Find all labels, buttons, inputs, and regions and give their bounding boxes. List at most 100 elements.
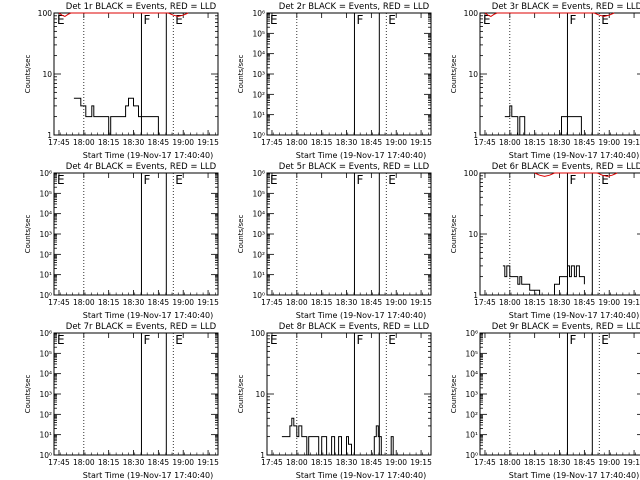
chart-panel: Det 6r BLACK = Events, RED = LLD Start Ti… xyxy=(450,162,640,320)
x-tick-label: 17:45 xyxy=(261,138,283,147)
annotation-label: E xyxy=(57,173,65,187)
y-axis-label: Counts/sec xyxy=(237,215,245,254)
annotation-label: E xyxy=(601,173,609,187)
x-tick-label: 18:15 xyxy=(98,138,120,147)
y-tick-label: 1 xyxy=(473,291,478,300)
annotation-label: F xyxy=(569,333,576,347)
x-tick-label: 18:15 xyxy=(98,458,120,467)
x-tick-label: 18:45 xyxy=(361,138,383,147)
y-tick-label: 10² xyxy=(252,250,265,259)
x-tick-label: 19:00 xyxy=(172,298,194,307)
x-tick-label: 18:45 xyxy=(148,298,170,307)
y-tick-label: 10⁶ xyxy=(465,329,478,338)
annotation-label: E xyxy=(175,333,183,347)
x-tick-label: 19:00 xyxy=(598,458,620,467)
x-axis-label: Start Time (19-Nov-17 17:40:40) xyxy=(509,151,639,160)
chart-title: Det 3r BLACK = Events, RED = LLD xyxy=(492,2,640,12)
annotation-label: E xyxy=(483,13,491,27)
chart-panel: Det 5r BLACK = Events, RED = LLD Start Ti… xyxy=(237,162,432,320)
y-tick-label: 10⁰ xyxy=(465,451,478,460)
chart-title: Det 9r BLACK = Events, RED = LLD xyxy=(492,322,640,332)
y-axis-label: Counts/sec xyxy=(237,375,245,414)
y-axis-label: Counts/sec xyxy=(237,55,245,94)
chart-panel: Det 2r BLACK = Events, RED = LLD Start Ti… xyxy=(237,2,432,160)
annotation-label: E xyxy=(270,333,278,347)
x-tick-label: 17:45 xyxy=(474,458,496,467)
x-tick-label: 19:15 xyxy=(197,298,219,307)
chart-title: Det 5r BLACK = Events, RED = LLD xyxy=(279,162,430,172)
annotation-label: F xyxy=(569,173,576,187)
y-tick-label: 10 xyxy=(468,230,478,239)
annotation-label: F xyxy=(143,13,150,27)
annotation-label: E xyxy=(601,333,609,347)
x-tick-label: 18:00 xyxy=(286,138,308,147)
x-tick-label: 18:30 xyxy=(336,458,358,467)
x-tick-label: 18:15 xyxy=(524,138,546,147)
annotation-label: E xyxy=(601,13,609,27)
y-tick-label: 10⁵ xyxy=(39,189,52,198)
x-tick-label: 19:00 xyxy=(172,458,194,467)
chart-title: Det 8r BLACK = Events, RED = LLD xyxy=(279,322,430,332)
events-series-line xyxy=(281,417,394,456)
x-tick-label: 19:00 xyxy=(598,298,620,307)
y-tick-label: 10² xyxy=(39,410,52,419)
x-tick-label: 18:00 xyxy=(499,138,521,147)
y-axis-label: Counts/sec xyxy=(24,55,32,94)
x-tick-label: 18:00 xyxy=(499,298,521,307)
y-tick-label: 10³ xyxy=(252,70,265,79)
x-axis-label: Start Time (19-Nov-17 17:40:40) xyxy=(83,311,213,320)
y-tick-label: 10³ xyxy=(39,390,52,399)
y-tick-label: 100 xyxy=(251,329,266,338)
x-tick-label: 17:45 xyxy=(474,138,496,147)
y-tick-label: 10⁶ xyxy=(252,169,265,178)
x-axis-label: Start Time (19-Nov-17 17:40:40) xyxy=(83,471,213,480)
x-tick-label: 19:15 xyxy=(623,138,640,147)
y-tick-label: 10⁶ xyxy=(252,9,265,18)
annotation-label: F xyxy=(569,13,576,27)
y-tick-label: 10⁵ xyxy=(252,29,265,38)
y-tick-label: 10 xyxy=(468,70,478,79)
events-series-line xyxy=(73,97,159,136)
plot-frame xyxy=(53,332,219,456)
x-tick-label: 18:00 xyxy=(73,138,95,147)
x-tick-label: 18:45 xyxy=(574,458,596,467)
y-tick-label: 10⁴ xyxy=(465,370,478,379)
y-tick-label: 10⁴ xyxy=(39,210,52,219)
x-tick-label: 18:45 xyxy=(148,138,170,147)
chart-panel: Det 1r BLACK = Events, RED = LLD Start Ti… xyxy=(24,2,219,160)
x-tick-label: 18:45 xyxy=(148,458,170,467)
y-tick-label: 10⁴ xyxy=(252,210,265,219)
x-axis-label: Start Time (19-Nov-17 17:40:40) xyxy=(509,311,639,320)
annotation-label: E xyxy=(388,13,396,27)
x-tick-label: 18:30 xyxy=(336,298,358,307)
y-axis-label: Counts/sec xyxy=(24,215,32,254)
x-tick-label: 19:00 xyxy=(385,138,407,147)
x-tick-label: 19:15 xyxy=(410,298,432,307)
y-tick-label: 10 xyxy=(42,70,52,79)
x-tick-label: 19:15 xyxy=(197,458,219,467)
y-tick-label: 10⁴ xyxy=(39,370,52,379)
y-tick-label: 1 xyxy=(47,131,52,140)
lld-series-line xyxy=(534,172,618,177)
events-series-line xyxy=(504,105,582,136)
x-axis-label: Start Time (19-Nov-17 17:40:40) xyxy=(296,311,426,320)
x-axis-label: Start Time (19-Nov-17 17:40:40) xyxy=(296,151,426,160)
y-tick-label: 10⁰ xyxy=(252,131,265,140)
annotation-label: E xyxy=(270,173,278,187)
x-axis-label: Start Time (19-Nov-17 17:40:40) xyxy=(509,471,639,480)
y-tick-label: 1 xyxy=(260,451,265,460)
x-tick-label: 18:15 xyxy=(524,458,546,467)
x-tick-label: 19:00 xyxy=(385,298,407,307)
x-tick-label: 19:00 xyxy=(172,138,194,147)
y-tick-label: 10² xyxy=(252,90,265,99)
x-tick-label: 19:15 xyxy=(410,138,432,147)
plot-frame xyxy=(53,12,219,136)
chart-panel: Det 8r BLACK = Events, RED = LLD Start Ti… xyxy=(237,322,432,480)
lld-series-line xyxy=(58,12,189,17)
x-axis-label: Start Time (19-Nov-17 17:40:40) xyxy=(83,151,213,160)
x-tick-label: 18:15 xyxy=(98,298,120,307)
x-tick-label: 18:00 xyxy=(73,298,95,307)
x-tick-label: 17:45 xyxy=(48,138,70,147)
x-tick-label: 18:45 xyxy=(574,138,596,147)
